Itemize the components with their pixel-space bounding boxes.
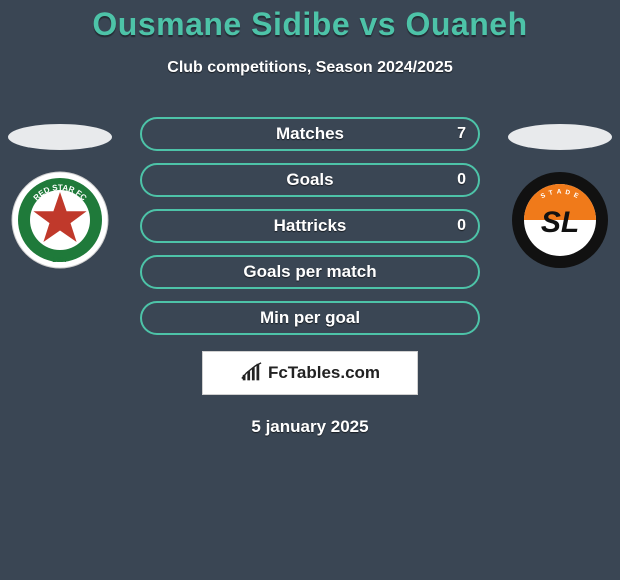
- svg-text:SL: SL: [541, 206, 579, 239]
- stat-row-min-per-goal: Min per goal: [140, 301, 480, 335]
- stat-row-matches: Matches 7: [140, 117, 480, 151]
- stat-label: Goals: [142, 170, 478, 190]
- red-star-badge-icon: RED STAR FC 1897: [10, 170, 110, 270]
- stat-label: Min per goal: [142, 308, 478, 328]
- stat-label: Matches: [142, 124, 478, 144]
- club-badge-right: SL S T A D E LAVALLOIS: [510, 170, 610, 270]
- stat-right-value: 0: [457, 171, 466, 189]
- player-photo-left: [8, 124, 112, 150]
- club-badge-left: RED STAR FC 1897: [10, 170, 110, 270]
- stat-label: Goals per match: [142, 262, 478, 282]
- stat-row-goals-per-match: Goals per match: [140, 255, 480, 289]
- stat-row-hattricks: Hattricks 0: [140, 209, 480, 243]
- date-label: 5 january 2025: [0, 417, 620, 437]
- stat-row-goals: Goals 0: [140, 163, 480, 197]
- stade-lavallois-badge-icon: SL S T A D E LAVALLOIS: [510, 170, 610, 270]
- svg-text:1897: 1897: [52, 257, 68, 264]
- bar-chart-icon: [240, 362, 262, 384]
- brand-text: FcTables.com: [268, 363, 380, 383]
- stat-label: Hattricks: [142, 216, 478, 236]
- subtitle: Club competitions, Season 2024/2025: [0, 59, 620, 77]
- stat-right-value: 0: [457, 217, 466, 235]
- page-title: Ousmane Sidibe vs Ouaneh: [0, 0, 620, 43]
- brand-link[interactable]: FcTables.com: [202, 351, 418, 395]
- player-photo-right: [508, 124, 612, 150]
- stat-right-value: 7: [457, 125, 466, 143]
